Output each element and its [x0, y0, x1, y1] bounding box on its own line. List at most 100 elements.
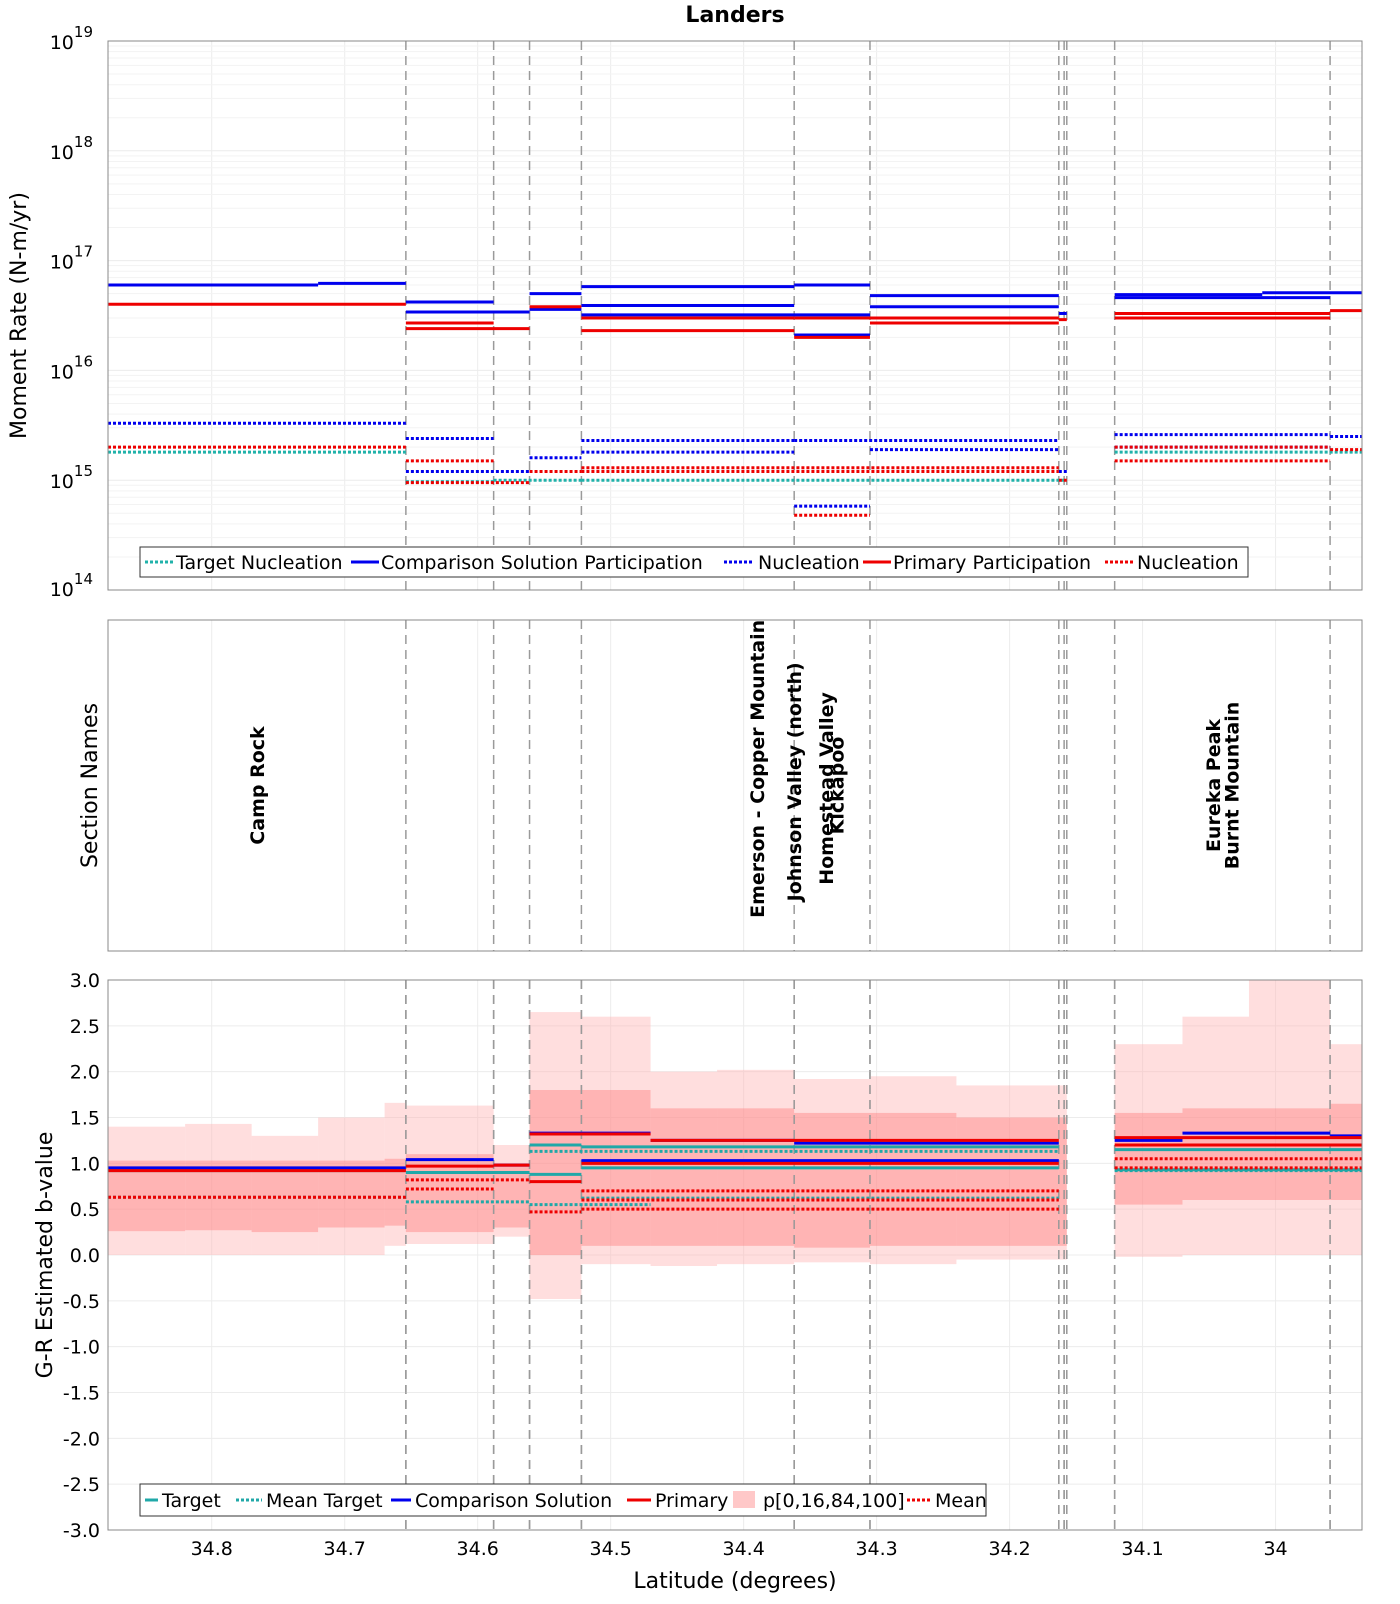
percentile-band-inner — [493, 1163, 530, 1228]
y-tick-label: 1018 — [50, 133, 93, 164]
y-tick-base: 10 — [50, 579, 74, 601]
x-tick-label: 34.1 — [1121, 1538, 1163, 1560]
percentile-band-inner — [717, 1108, 795, 1246]
percentile-band-outer — [529, 1012, 582, 1299]
section-name-label: Emerson - Copper Mountain — [747, 620, 769, 918]
legend-box — [139, 546, 1249, 578]
y-tick-label: -1.5 — [63, 1383, 100, 1405]
legend-label: Nucleation — [758, 552, 860, 574]
x-tick-label: 34.5 — [590, 1538, 632, 1560]
y-tick-label: 1016 — [50, 352, 93, 383]
x-tick-label: 34.8 — [191, 1538, 233, 1560]
percentile-band-inner — [1330, 1103, 1362, 1200]
percentile-band-outer — [185, 1123, 252, 1255]
percentile-band-outer — [1248, 980, 1331, 1255]
y-tick-exponent: 16 — [74, 352, 93, 370]
y-tick-label: 1017 — [50, 243, 93, 274]
y-tick-label: 1.5 — [70, 1108, 100, 1130]
section-name-label: Johnson Valley (north) — [784, 662, 806, 903]
section-names-axes-frame — [107, 619, 1363, 952]
moment-rate-axes-frame — [107, 40, 1363, 591]
y-tick-exponent: 19 — [74, 23, 93, 41]
y-tick-exponent: 17 — [74, 243, 93, 261]
legend-label: Comparison Solution — [415, 1490, 612, 1512]
y-tick-label: -2.0 — [63, 1428, 100, 1450]
x-tick-label: 34.6 — [457, 1538, 499, 1560]
percentile-band-outer — [1182, 1016, 1249, 1255]
legend-label: Target Nucleation — [175, 552, 343, 574]
y-tick-label: 0.5 — [70, 1199, 100, 1221]
y-tick-label: 3.0 — [70, 970, 100, 992]
percentile-band-outer — [956, 1085, 1059, 1260]
percentile-band-inner — [650, 1108, 718, 1246]
legend-label: Primary Participation — [893, 552, 1091, 574]
y-tick-label: 1.0 — [70, 1153, 100, 1175]
y-tick-label: 2.0 — [70, 1062, 100, 1084]
percentile-band-inner — [1182, 1108, 1249, 1200]
percentile-band-outer — [794, 1079, 870, 1263]
b-value-panel: 3.0 2.5 2.0 1.5 1.0 0.5 0.0 -0.5 -1.0 -1.5 -2.0 -2.… — [33, 970, 1363, 1594]
percentile-band-inner — [529, 1090, 582, 1255]
section-name-label: Camp Rock — [247, 726, 269, 845]
percentile-band-inner — [1248, 1108, 1331, 1200]
legend-label: Primary — [655, 1490, 728, 1512]
section-names-axis-label: Section Names — [78, 703, 103, 868]
legend-label: p[0,16,84,100] — [763, 1490, 905, 1512]
y-tick-base: 10 — [50, 471, 74, 493]
percentile-band-inner — [185, 1160, 252, 1231]
y-tick-label: 1019 — [50, 23, 93, 54]
x-tick-label: 34.7 — [324, 1538, 366, 1560]
x-tick-label: 34 — [1263, 1538, 1287, 1560]
legend-label: Mean — [935, 1490, 987, 1512]
x-axis-label: Latitude (degrees) — [633, 1569, 836, 1594]
x-tick-label: 34.3 — [855, 1538, 897, 1560]
percentile-band-outer — [405, 1105, 494, 1244]
y-tick-label: 0.0 — [70, 1245, 100, 1267]
percentile-band-outer — [1058, 1085, 1067, 1260]
percentile-band-inner — [384, 1158, 406, 1226]
percentile-band-inner — [794, 1112, 870, 1248]
y-axis-label: Moment Rate (N-m/yr) — [7, 192, 32, 439]
y-tick-exponent: 15 — [74, 462, 93, 480]
y-tick-label: 1014 — [50, 570, 93, 601]
moment-rate-legend: Target Nucleation Comparison Solution Par… — [139, 546, 1249, 578]
y-tick-label: -3.0 — [63, 1520, 100, 1542]
b-value-legend: Target Mean Target Comparison Solution Prim… — [139, 1483, 987, 1517]
b-value-axes-frame — [107, 979, 1363, 1531]
percentile-band-outer — [493, 1145, 530, 1237]
section-name-label: Homestead Valley — [816, 691, 838, 884]
x-tick-label: 34.2 — [988, 1538, 1030, 1560]
percentile-band-outer — [869, 1076, 957, 1265]
percentile-band-outer — [581, 1016, 651, 1265]
y-tick-label: -0.5 — [63, 1291, 100, 1313]
y-tick-label: -1.0 — [63, 1337, 100, 1359]
y-tick-base: 10 — [50, 252, 74, 274]
percentile-band-outer — [108, 1126, 186, 1255]
percentile-band-outer — [384, 1102, 406, 1246]
percentile-band-outer — [251, 1135, 319, 1255]
percentile-band-inner — [1058, 1117, 1067, 1246]
y-tick-base: 10 — [50, 32, 74, 54]
y-tick-exponent: 14 — [74, 570, 93, 588]
legend-label: Nucleation — [1137, 552, 1239, 574]
legend-label: Mean Target — [266, 1490, 383, 1512]
section-name-label: Kickapoo — [827, 737, 849, 835]
legend-label: Comparison Solution Participation — [381, 552, 703, 574]
section-name-label: Eureka Peak — [1203, 719, 1225, 852]
percentile-band-inner — [956, 1117, 1059, 1246]
y-tick-base: 10 — [50, 361, 74, 383]
section-name-label: Burnt Mountain — [1222, 702, 1244, 870]
y-tick-exponent: 18 — [74, 133, 93, 151]
y-tick-label: -2.5 — [63, 1474, 100, 1496]
y-tick-base: 10 — [50, 142, 74, 164]
x-tick-label: 34.4 — [722, 1538, 764, 1560]
chart-title: Landers — [685, 3, 784, 28]
legend-box — [139, 1483, 987, 1517]
percentile-band-inner — [869, 1112, 957, 1246]
legend-label: Target — [161, 1490, 221, 1512]
section-names-panel: Section Names Camp Rock Emerson - Copper M… — [78, 619, 1363, 952]
percentile-band-outer — [318, 1117, 385, 1255]
legend-swatch — [733, 1491, 755, 1508]
y-tick-label: 1015 — [50, 462, 93, 493]
